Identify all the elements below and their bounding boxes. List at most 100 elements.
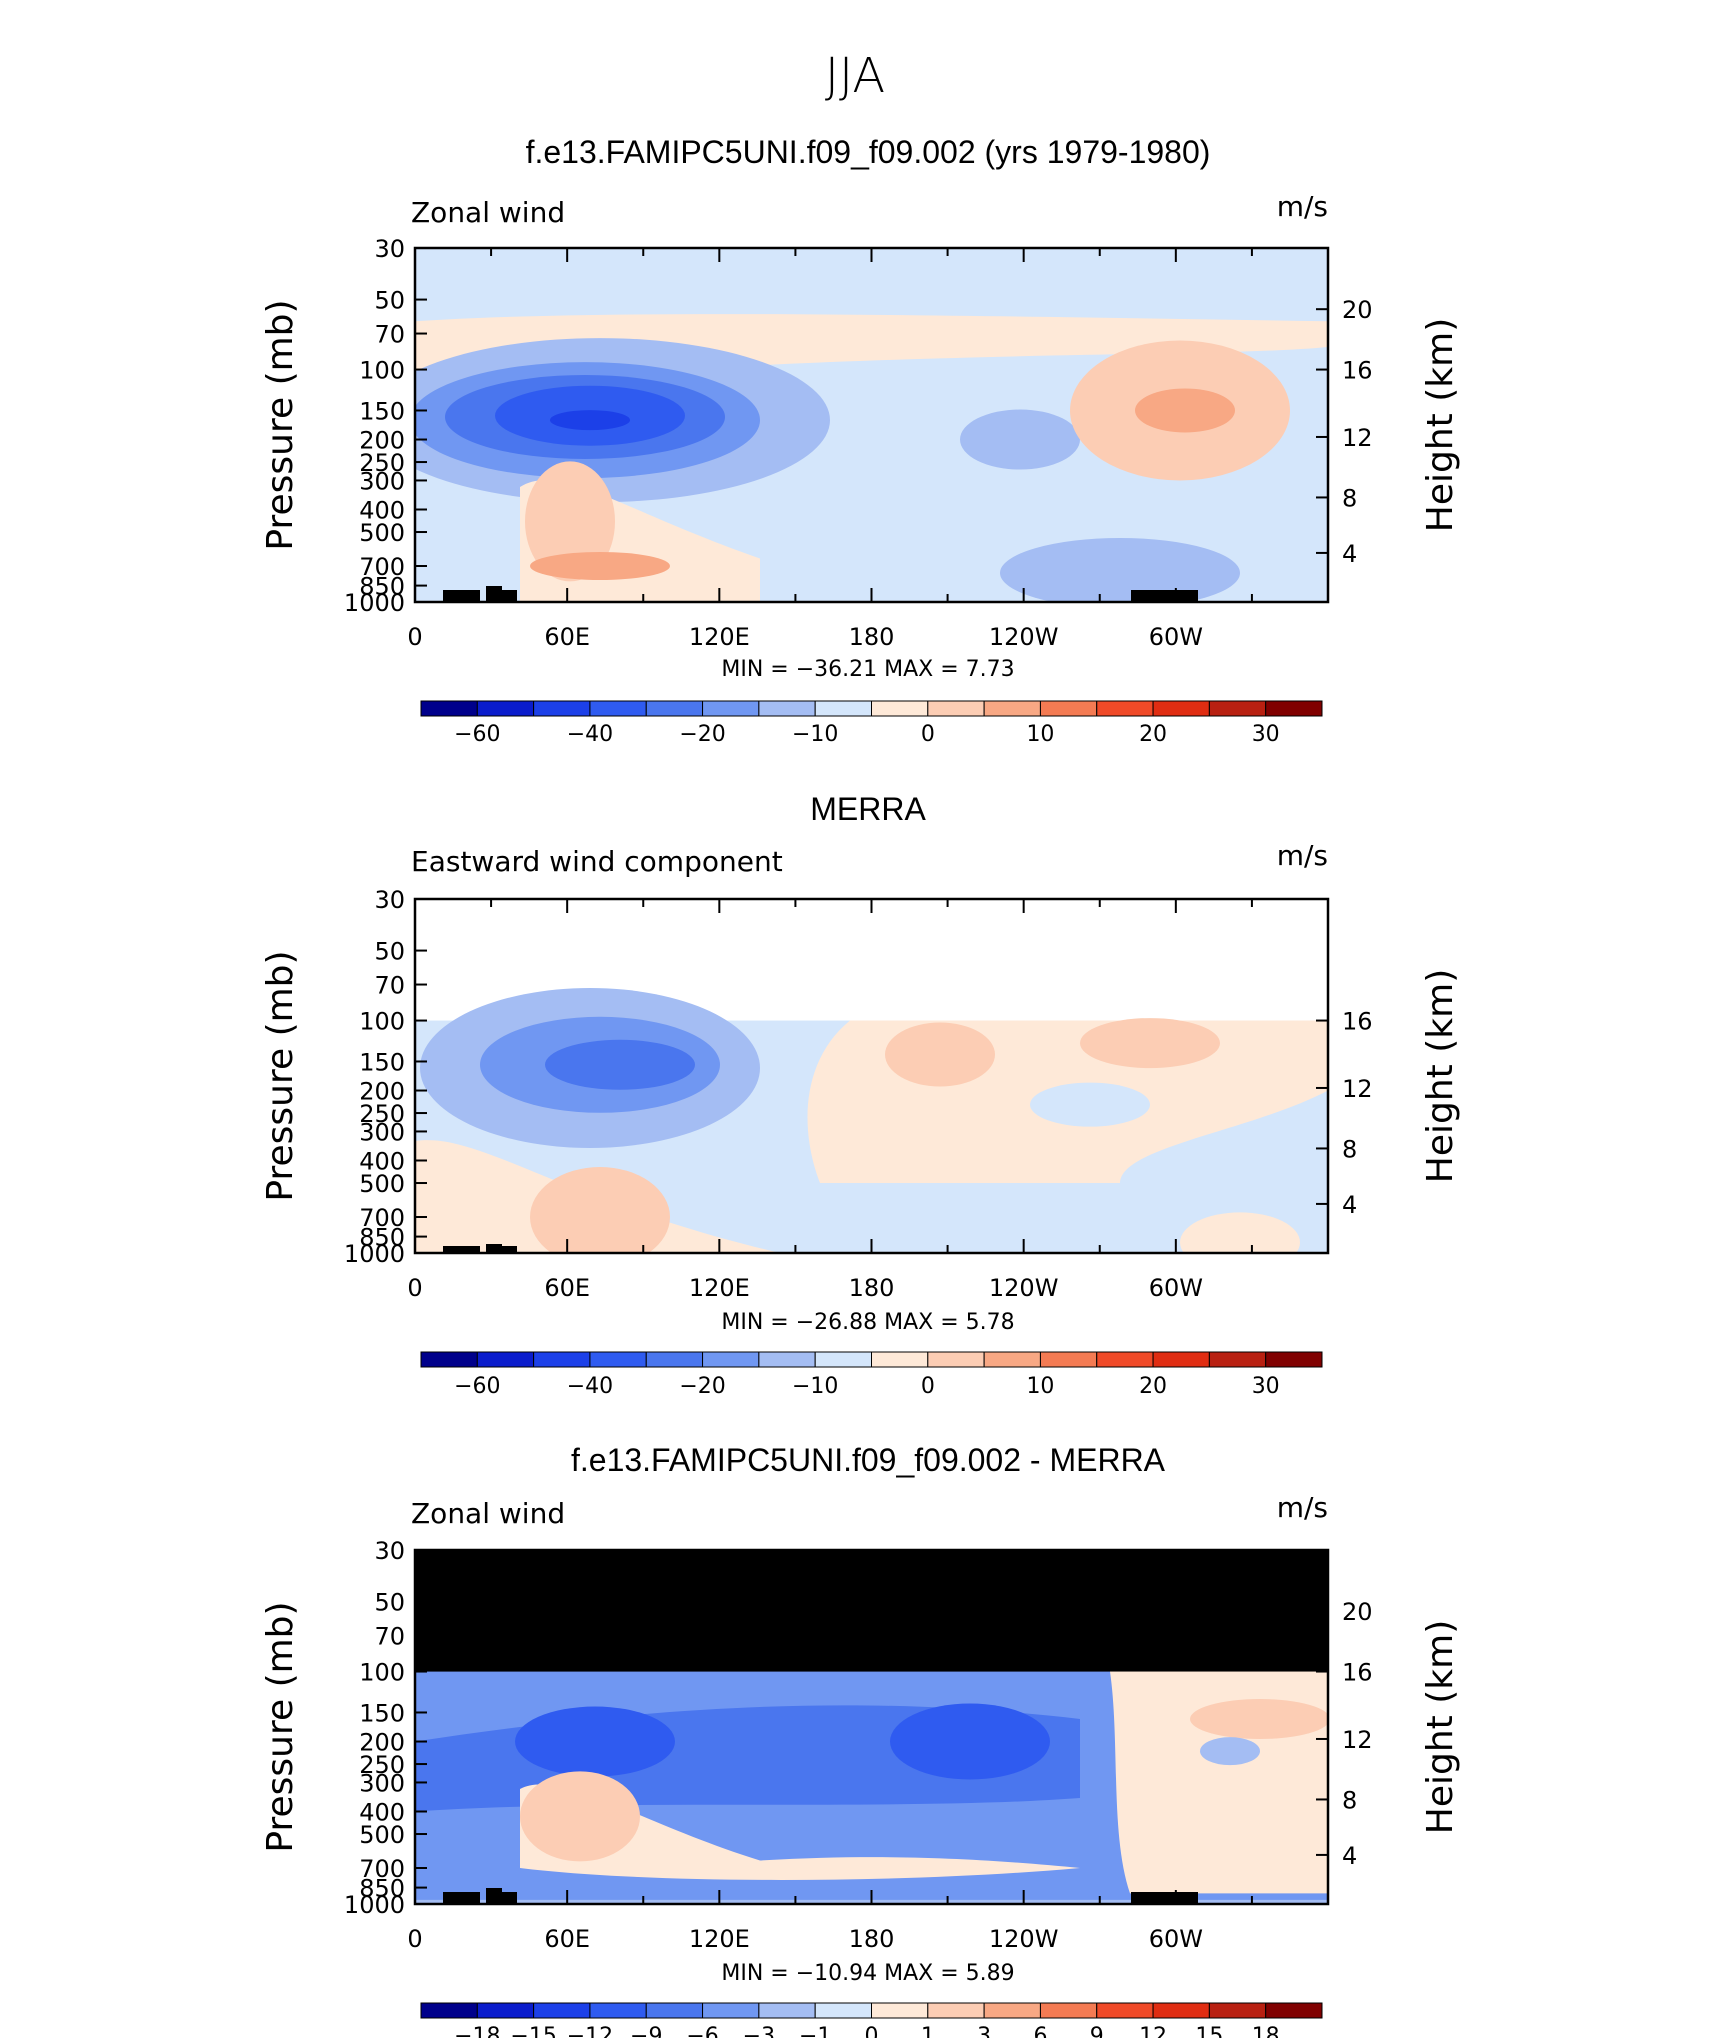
y-tick-label: 500 [359,519,405,547]
topography-mask [486,1244,502,1253]
colorbar-box [1096,1351,1154,1368]
colorbar-label: −18 [454,2024,500,2038]
panel-title: MERRA [810,791,926,827]
min-max-stats: MIN = −10.94 MAX = 5.89 [721,1961,1014,1986]
colorbar-box [983,700,1041,717]
colorbar-label: 10 [1026,1374,1054,1399]
y-tick-label: 400 [359,1147,405,1175]
colorbar-label: 3 [977,2024,991,2038]
colorbar-box [420,700,478,717]
x-tick-label: 120W [989,1925,1059,1953]
contour-warm-low [520,1784,1080,1880]
colorbar-label: 30 [1252,1374,1280,1399]
colorbar-label: −12 [567,2024,613,2038]
y2-axis-title: Height (km) [1420,318,1461,532]
colorbar-label: −15 [510,2024,556,2038]
y-tick-label: 200 [359,1729,405,1757]
topography-mask [502,1892,517,1904]
y2-tick-label: 4 [1342,1842,1357,1870]
colorbar-label: −3 [743,2024,775,2038]
x-tick-label: 60W [1149,1274,1203,1302]
y-tick-label: 700 [359,1204,405,1232]
colorbar-label: 12 [1139,2024,1167,2038]
colorbar-label: 10 [1026,722,1054,747]
colorbar-box [871,700,929,717]
y2-tick-label: 16 [1342,1659,1373,1687]
colorbar-box [1265,2002,1323,2019]
colorbar-box [814,2002,872,2019]
y2-tick-label: 4 [1342,540,1357,568]
colorbar-box [927,1351,985,1368]
y-tick-label: 70 [374,1623,405,1651]
colorbar-box [420,2002,478,2019]
colorbar-label: 0 [865,2024,879,2038]
y-tick-label: 500 [359,1821,405,1849]
y2-tick-label: 8 [1342,1135,1357,1163]
y-tick-label: 30 [374,886,405,914]
y-axis-title: Pressure (mb) [260,1601,301,1852]
topography-mask [486,1888,502,1904]
colorbar-box [589,1351,647,1368]
y-tick-label: 100 [359,1659,405,1687]
y-tick-label: 70 [374,321,405,349]
colorbar-label: −20 [679,1374,725,1399]
colorbar-box [983,1351,1041,1368]
y-tick-label: 250 [359,1751,405,1779]
y-tick-label: 150 [359,1699,405,1727]
x-tick-label: 120W [989,1274,1059,1302]
contour-blue-blob [960,409,1080,470]
colorbar-box [533,1351,591,1368]
colorbar-label: 20 [1139,1374,1167,1399]
x-tick-label: 0 [407,1925,422,1953]
y-tick-label: 300 [359,1118,405,1146]
colorbar-box [1265,1351,1323,1368]
colorbar-box [702,1351,760,1368]
x-tick-label: 180 [849,1925,895,1953]
contour-warm-east-mid2 [1080,1018,1220,1069]
x-tick-label: 180 [849,623,895,651]
y-tick-label: 700 [359,1855,405,1883]
y2-tick-label: 8 [1342,1786,1357,1814]
colorbar-box [533,2002,591,2019]
contour-blue-pocket [1200,1737,1260,1766]
panel-title: f.e13.FAMIPC5UNI.f09_f09.002 - MERRA [571,1442,1166,1478]
y-tick-label: 50 [374,938,405,966]
units-label: m/s [1277,190,1328,223]
contour-warm-low-east [1180,1212,1300,1253]
colorbar-box [645,2002,704,2019]
colorbar-box [702,2002,760,2019]
colorbar-box [927,2002,985,2019]
x-tick-label: 60E [544,623,590,651]
y2-tick-label: 12 [1342,1726,1373,1754]
y-axis-title: Pressure (mb) [260,950,301,1201]
colorbar-box [1208,700,1267,717]
colorbar-box [758,2002,816,2019]
y-tick-label: 200 [359,1078,405,1106]
y-tick-label: 50 [374,287,405,315]
colorbar-label: 18 [1252,2024,1280,2038]
min-max-stats: MIN = −36.21 MAX = 7.73 [721,657,1014,682]
y-tick-label: 1000 [344,1891,405,1919]
colorbar-label: 15 [1195,2024,1223,2038]
colorbar-box [645,1351,704,1368]
contour-blue-core-west [515,1706,675,1777]
y-tick-label: 250 [359,1100,405,1128]
colorbar-box [533,700,591,717]
colorbar-box [1265,700,1323,717]
topography-mask [443,1892,480,1904]
y-axis-title: Pressure (mb) [260,299,301,550]
colorbar-box [1208,2002,1267,2019]
y-tick-label: 400 [359,496,405,524]
y-tick-label: 30 [374,235,405,263]
colorbar-label: −40 [567,722,613,747]
topography-mask [443,590,480,602]
y-tick-label: 850 [359,573,405,601]
contour-warm-low-mid [520,1771,640,1862]
colorbar-box [814,1351,872,1368]
colorbar-box [983,2002,1041,2019]
contour-warm-low [415,1140,780,1253]
x-tick-label: 120E [689,1274,750,1302]
contour-blue-core-east [890,1703,1050,1780]
y-tick-label: 250 [359,449,405,477]
